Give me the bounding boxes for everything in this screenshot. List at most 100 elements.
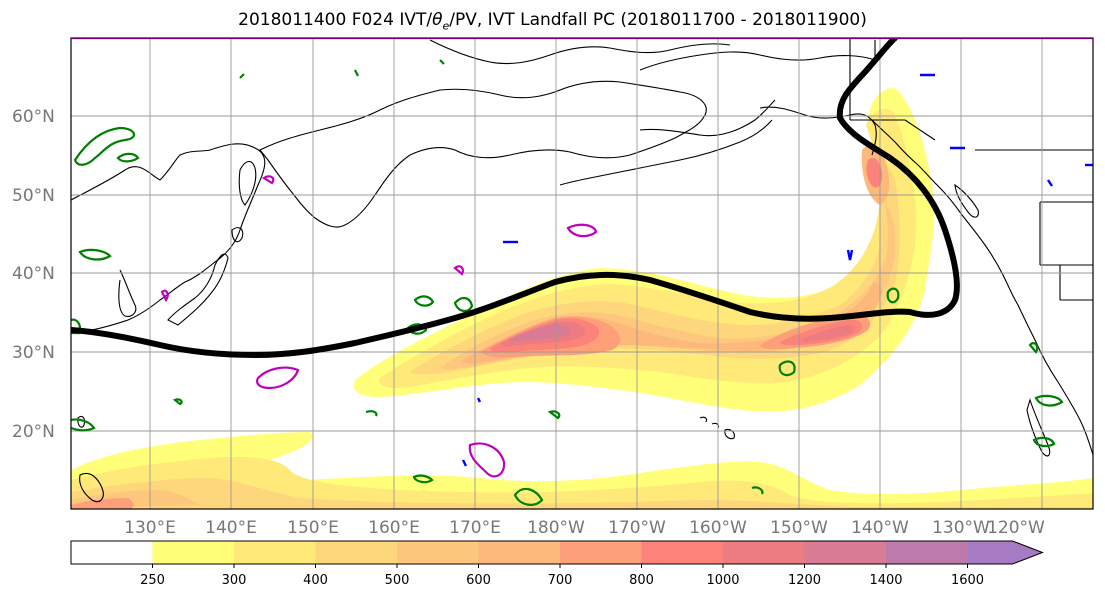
colorbar-swatch <box>804 541 887 564</box>
colorbar-swatch <box>641 541 724 564</box>
lat-label-30: 30°N <box>12 343 55 363</box>
lon-label-160e: 160°E <box>368 518 420 538</box>
pv-contour <box>1034 394 1064 407</box>
pv-contour <box>172 398 183 406</box>
lat-label-40: 40°N <box>12 264 55 284</box>
other-contours <box>461 73 1093 467</box>
ivt-tropical-600 <box>71 498 134 509</box>
ivt-tropical-400 <box>71 478 1093 509</box>
coastline-taiwan <box>77 415 86 428</box>
pv-contour <box>751 486 764 495</box>
blue-contour <box>1047 179 1053 187</box>
lon-label-120w: 120°W <box>987 518 1045 538</box>
colorbar: 250 300 400 500 600 700 800 1000 1200 1400 1600 <box>70 540 1044 588</box>
colorbar-swatch <box>397 541 479 564</box>
colorbar-swatch <box>723 541 805 564</box>
colorbar-swatch <box>152 541 235 564</box>
lon-label-150e: 150°E <box>287 518 339 538</box>
pv-contour <box>239 59 445 79</box>
colorbar-tick-label: 400 <box>303 573 328 588</box>
coastline-korea <box>118 269 137 317</box>
theta-e-contour <box>566 223 598 238</box>
ivt-coastal-inner <box>866 158 883 188</box>
coastline-bc <box>871 119 1093 456</box>
colorbar-outline <box>70 540 1044 565</box>
pv-contour <box>413 295 435 307</box>
colorbar-tick-label: 600 <box>466 573 491 588</box>
theta-e-contours <box>160 175 598 478</box>
pv-contour <box>453 296 474 313</box>
colorbar-tick-label: 1400 <box>869 573 902 588</box>
map-panel <box>71 38 1093 509</box>
pv-contour <box>886 287 900 304</box>
colorbar-tick-label: 250 <box>140 573 165 588</box>
coastline-japan <box>167 227 244 326</box>
map-title: 2018011400 F024 IVT/θe/PV, IVT Landfall … <box>238 10 867 33</box>
pv-contour <box>513 487 544 506</box>
colorbar-swatch <box>315 541 398 564</box>
theta-e-contour <box>256 366 300 390</box>
coastline-kamchatka <box>259 80 707 228</box>
theta-e-contour <box>453 265 464 276</box>
border-canada-us <box>849 38 1093 301</box>
lon-label-140w: 140°W <box>851 518 909 538</box>
colorbar-tick-label: 800 <box>629 573 654 588</box>
coastline-baja <box>1026 398 1051 457</box>
coastline-chukotka <box>429 39 731 65</box>
theta-e-contour <box>160 289 169 303</box>
gridlines <box>71 38 1093 509</box>
colorbar-tick-label: 500 <box>385 573 410 588</box>
landfall-track <box>71 38 960 358</box>
lon-label-160w: 160°W <box>689 518 747 538</box>
colorbar-tick-label: 1200 <box>788 573 821 588</box>
lat-label-50: 50°N <box>12 186 55 206</box>
pv-contour <box>412 474 434 484</box>
blue-contour <box>920 73 965 150</box>
lat-label-60: 60°N <box>12 107 55 127</box>
colorbar-swatch <box>886 541 968 564</box>
colorbar-tick-label: 700 <box>548 573 573 588</box>
pv-contour <box>1032 436 1056 448</box>
lat-label-20: 20°N <box>12 422 55 442</box>
coastline-aleutians <box>559 119 773 186</box>
colorbar-extend-arrow <box>967 541 1043 564</box>
lon-label-150w: 150°W <box>770 518 828 538</box>
lon-label-180w: 180°W <box>527 518 585 538</box>
lon-labels: 130°E 140°E 150°E 160°E 170°E 180°W 170°… <box>124 518 1045 538</box>
pv-contour <box>73 126 136 166</box>
theta-e-contour <box>261 175 275 185</box>
ivt-ar-1000 <box>500 321 854 347</box>
coastline-east-asia <box>71 143 266 334</box>
coastline-philippines <box>79 472 104 503</box>
coastline-sakhalin <box>238 160 257 206</box>
pv-contour <box>71 418 96 432</box>
blue-contour <box>846 249 854 261</box>
colorbar-swatch <box>560 541 642 564</box>
pv-contour <box>778 360 796 377</box>
pv-contour <box>365 410 378 417</box>
lon-label-140e: 140°E <box>205 518 257 538</box>
blue-contour <box>461 397 482 467</box>
lon-label-170e: 170°E <box>449 518 501 538</box>
ivt-ar-1200 <box>508 324 571 342</box>
lat-labels: 60°N 50°N 40°N 30°N 20°N <box>12 107 55 442</box>
pv-contour <box>78 248 112 261</box>
lon-label-130e: 130°E <box>124 518 176 538</box>
ivt-tropical-300 <box>71 456 1093 509</box>
theta-e-contour <box>468 442 506 478</box>
pv-contour <box>116 152 140 163</box>
colorbar-tick-label: 1600 <box>951 573 984 588</box>
coastline-vancouver-island <box>954 183 979 218</box>
lon-label-130w: 130°W <box>932 518 990 538</box>
pv-contour <box>547 410 561 420</box>
colorbar-swatch <box>71 541 153 564</box>
colorbar-swatch <box>478 541 561 564</box>
pv-contours <box>71 59 1064 506</box>
pv-contour <box>1028 342 1039 354</box>
colorbar-tick-label: 300 <box>222 573 247 588</box>
ivt-ar-800 <box>490 318 863 353</box>
lon-label-170w: 170°W <box>608 518 666 538</box>
coastlines <box>71 38 1093 503</box>
colorbar-swatch <box>234 541 316 564</box>
